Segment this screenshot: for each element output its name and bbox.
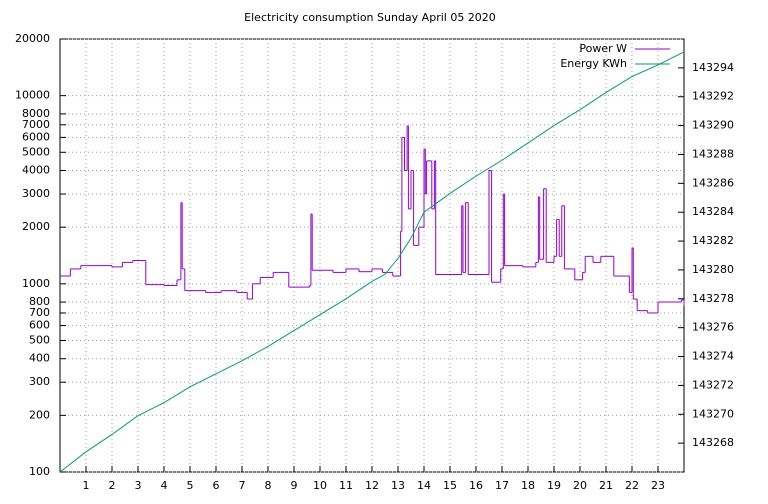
y2-tick-label: 143278 [692, 292, 734, 305]
y2-tick-label: 143288 [692, 147, 734, 160]
x-tick-label: 17 [495, 479, 509, 492]
y-tick-label: 6000 [22, 130, 50, 143]
x-tick-label: 19 [547, 479, 561, 492]
y-tick-label: 400 [29, 352, 50, 365]
x-tick-label: 4 [161, 479, 168, 492]
legend-label: Power W [579, 42, 627, 55]
y-tick-label: 8000 [22, 107, 50, 120]
chart-title: Electricity consumption Sunday April 05 … [244, 11, 496, 24]
y-tick-label: 10000 [15, 89, 50, 102]
x-tick-label: 23 [651, 479, 665, 492]
legend-label: Energy KWh [560, 57, 627, 70]
x-tick-label: 21 [599, 479, 613, 492]
y-tick-label: 500 [29, 333, 50, 346]
x-tick-label: 3 [135, 479, 142, 492]
y-tick-label: 600 [29, 319, 50, 332]
y2-tick-label: 143282 [692, 234, 734, 247]
y2-tick-label: 143292 [692, 90, 734, 103]
y-tick-label: 4000 [22, 164, 50, 177]
x-tick-label: 2 [109, 479, 116, 492]
y2-tick-label: 143268 [692, 436, 734, 449]
x-tick-label: 10 [313, 479, 327, 492]
x-tick-label: 6 [213, 479, 220, 492]
y2-tick-label: 143270 [692, 407, 734, 420]
y-tick-label: 20000 [15, 32, 50, 45]
y-tick-label: 700 [29, 306, 50, 319]
y2-tick-label: 143280 [692, 263, 734, 276]
x-tick-label: 8 [265, 479, 272, 492]
y-tick-label: 7000 [22, 118, 50, 131]
x-tick-label: 13 [391, 479, 405, 492]
y-tick-label: 5000 [22, 145, 50, 158]
x-tick-label: 5 [187, 479, 194, 492]
y-tick-label: 1000 [22, 277, 50, 290]
x-tick-label: 22 [625, 479, 639, 492]
x-tick-label: 16 [469, 479, 483, 492]
x-tick-label: 20 [573, 479, 587, 492]
y2-tick-label: 143276 [692, 321, 734, 334]
x-tick-label: 14 [417, 479, 431, 492]
y-tick-label: 800 [29, 295, 50, 308]
y2-tick-label: 143272 [692, 378, 734, 391]
energy-line [59, 51, 685, 473]
y2-tick-label: 143294 [692, 61, 734, 74]
y-tick-label: 300 [29, 375, 50, 388]
y-tick-label: 2000 [22, 220, 50, 233]
y2-tick-label: 143290 [692, 119, 734, 132]
y-tick-label: 200 [29, 408, 50, 421]
y-tick-label: 100 [29, 465, 50, 478]
x-tick-label: 7 [239, 479, 246, 492]
y-tick-label: 3000 [22, 187, 50, 200]
x-tick-label: 9 [291, 479, 298, 492]
x-tick-label: 18 [521, 479, 535, 492]
y2-tick-label: 143274 [692, 350, 734, 363]
x-tick-label: 12 [365, 479, 379, 492]
x-tick-label: 11 [339, 479, 353, 492]
y2-tick-label: 143286 [692, 176, 734, 189]
x-tick-label: 15 [443, 479, 457, 492]
y2-tick-label: 143284 [692, 205, 734, 218]
x-tick-label: 1 [83, 479, 90, 492]
